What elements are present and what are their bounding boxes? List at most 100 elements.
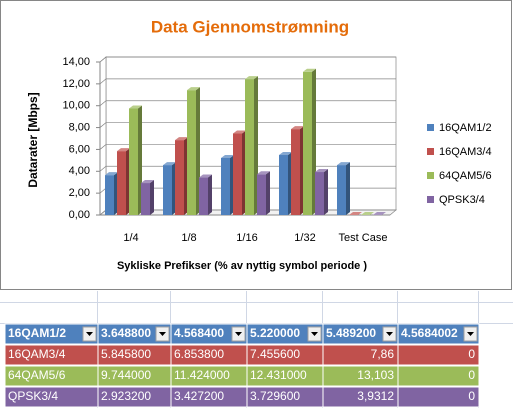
bar-top bbox=[245, 76, 258, 80]
table-header: 5.489200 bbox=[326, 326, 376, 340]
legend-label: QPSK3/4 bbox=[439, 194, 485, 206]
filter-button[interactable] bbox=[155, 326, 170, 342]
bar-top bbox=[233, 130, 246, 134]
bar bbox=[337, 165, 346, 215]
bar bbox=[199, 177, 208, 215]
x-tick-label: 1/8 bbox=[181, 232, 196, 244]
bar bbox=[141, 183, 150, 215]
table-cell bbox=[397, 365, 480, 387]
x-tick-label: 1/32 bbox=[294, 232, 315, 244]
bar-top bbox=[105, 172, 118, 176]
filter-arrow bbox=[467, 332, 474, 336]
bar bbox=[303, 71, 312, 216]
filter-button[interactable] bbox=[307, 326, 322, 342]
bar bbox=[233, 133, 242, 215]
filter-button[interactable] bbox=[231, 326, 246, 342]
bar-top bbox=[291, 126, 304, 130]
bar-top bbox=[199, 174, 212, 178]
legend-label: 64QAM5/6 bbox=[439, 170, 492, 182]
bar-top bbox=[129, 105, 142, 109]
filter-button[interactable] bbox=[463, 326, 478, 342]
bar-top bbox=[187, 87, 200, 91]
bar-top bbox=[257, 171, 270, 175]
bar-top bbox=[141, 180, 154, 184]
legend-swatch bbox=[427, 124, 434, 131]
filter-button[interactable] bbox=[382, 326, 397, 342]
legend-swatch bbox=[427, 172, 434, 179]
y-tick-label: 14,00 bbox=[62, 56, 90, 68]
table-value: 12.431000 bbox=[250, 368, 307, 382]
table-value: 0 bbox=[468, 389, 475, 403]
table-cell bbox=[397, 344, 480, 366]
bar bbox=[257, 174, 266, 215]
table-header: 4.568400 bbox=[174, 326, 224, 340]
y-tick-label: 4,00 bbox=[69, 165, 90, 177]
chart-title: Data Gjennomstrømning bbox=[151, 17, 349, 36]
bar-side bbox=[346, 162, 350, 215]
x-axis-title: Sykliske Prefikser (% av nyttig symbol p… bbox=[117, 260, 367, 272]
table-value: 5.845800 bbox=[101, 347, 151, 361]
bar bbox=[221, 157, 230, 215]
y-tick-label: 0,00 bbox=[69, 209, 90, 221]
table-value: 3.427200 bbox=[174, 389, 224, 403]
table-value: 3,9312 bbox=[357, 389, 394, 403]
grid-line bbox=[99, 100, 396, 106]
bar bbox=[117, 151, 126, 215]
table: 16QAM1/2 3.648800 4.568400 5.220000 5.489200… bbox=[4, 323, 480, 408]
bar-side bbox=[208, 174, 212, 215]
table-value: 7,86 bbox=[371, 347, 395, 361]
bar bbox=[105, 175, 114, 215]
x-tick-label: Test Case bbox=[339, 232, 388, 244]
plot: 0,00 2,00 4,00 6,00 8,00 10,00 12,00 14,00 1/4 1/… bbox=[62, 56, 491, 244]
bar-top bbox=[337, 162, 350, 166]
bar-side bbox=[324, 169, 328, 215]
bar bbox=[315, 172, 324, 215]
table-header: 16QAM1/2 bbox=[8, 326, 66, 340]
bar-top bbox=[175, 137, 188, 141]
grid-line bbox=[99, 78, 396, 85]
y-tick-label: 6,00 bbox=[69, 143, 90, 155]
table-header: 5.220000 bbox=[250, 326, 300, 340]
table-value: 2.923200 bbox=[101, 389, 151, 403]
table-value: 16QAM3/4 bbox=[8, 347, 66, 361]
bar-top bbox=[163, 162, 176, 166]
filter-arrow bbox=[311, 332, 318, 336]
bar-top bbox=[221, 154, 234, 158]
grid-line bbox=[99, 56, 396, 63]
table-value: 6.853800 bbox=[174, 347, 224, 361]
y-tick-label: 10,00 bbox=[62, 100, 90, 112]
y-tick-label: 2,00 bbox=[69, 187, 90, 199]
y-tick-label: 8,00 bbox=[69, 121, 90, 133]
table-cell bbox=[397, 386, 480, 408]
filter-arrow bbox=[159, 332, 166, 336]
table-value: 7.455600 bbox=[250, 347, 300, 361]
bar-top bbox=[373, 212, 386, 215]
filter-arrow bbox=[86, 332, 93, 336]
bar-top bbox=[117, 148, 130, 152]
x-tick-label: 1/4 bbox=[123, 232, 138, 244]
bar-top bbox=[315, 169, 328, 173]
table-header: 4.5684002 bbox=[401, 326, 458, 340]
bar bbox=[163, 165, 172, 215]
table-value: QPSK3/4 bbox=[8, 389, 58, 403]
bar-top bbox=[361, 212, 374, 215]
bar bbox=[175, 140, 184, 215]
table-value: 9.744000 bbox=[101, 368, 151, 382]
bar-top bbox=[279, 152, 292, 156]
legend-label: 16QAM1/2 bbox=[439, 122, 492, 134]
table-value: 0 bbox=[468, 368, 475, 382]
bar-side bbox=[266, 171, 270, 215]
bar bbox=[245, 79, 254, 215]
table-value: 64QAM5/6 bbox=[8, 368, 66, 382]
bar-side bbox=[150, 180, 154, 215]
bar bbox=[129, 108, 138, 215]
bar bbox=[279, 155, 288, 215]
grid-line bbox=[99, 122, 396, 128]
filter-button[interactable] bbox=[82, 326, 97, 342]
bar-top bbox=[303, 68, 316, 72]
legend-swatch bbox=[427, 148, 434, 155]
y-axis-title: Datarater [Mbps] bbox=[26, 92, 40, 187]
table-header: 3.648800 bbox=[101, 326, 151, 340]
table-value: 0 bbox=[468, 347, 475, 361]
